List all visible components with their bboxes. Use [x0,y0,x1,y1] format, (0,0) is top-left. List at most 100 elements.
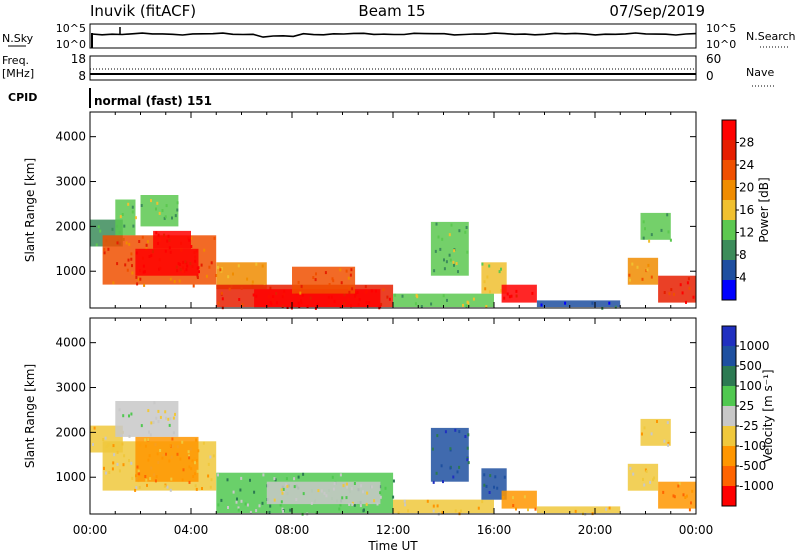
colorbar-segment [722,386,736,407]
colorbar-segment [722,200,736,221]
colorbar-segment [722,366,736,387]
time-axis-ticks: 00:00 04:00 08:00 12:00 16:00 20:00 00:00 [73,112,714,537]
noise-tick-left-top: 10^5 [56,22,86,35]
velocity-region-13 [658,481,696,512]
power-ylabel: Slant Range [km] [23,158,37,262]
ytick-label: 4000 [55,130,86,144]
power-y-ticks: 1000 2000 3000 4000 [55,130,696,278]
power-region-9 [292,266,356,295]
ytick-label: 3000 [55,175,86,189]
nave-tick-top: 60 [706,52,721,66]
colorbar-segment [722,180,736,201]
xtick-label: 08:00 [275,523,310,537]
power-colorbar: 4 8 12 16 20 24 28 [721,119,754,301]
power-region-5 [153,230,193,250]
power-region-10 [393,293,494,308]
power-region-1 [115,199,137,236]
noise-tick-right-top: 10^5 [706,22,736,35]
colorbar-segment [722,486,736,507]
nsky-label: N.Sky [2,32,34,45]
noise-panel-frame [89,23,697,49]
freq-tick-top: 18 [71,52,86,66]
colorbar-segment [722,220,736,241]
colorbar-segment [722,326,736,347]
velocity-region-3 [135,436,199,484]
power-region-13 [501,284,537,303]
power-colorbar-label: Power [dB] [757,177,771,242]
nsearch-label: N.Search [746,30,796,43]
date-title: 07/Sep/2019 [609,2,705,20]
ytick-label: 2000 [55,425,86,439]
noise-tick-right-bottom: 10^0 [706,38,736,51]
velocity-region-7 [430,427,470,484]
nave-label: Nave [746,66,774,79]
colorbar-tick-label: 20 [739,181,754,195]
colorbar-segment [722,240,736,261]
colorbar-segment [722,120,736,141]
velocity-region-9 [501,490,537,512]
colorbar-tick-label: -500 [739,459,766,473]
colorbar-segment [722,140,736,161]
velocity-heatmap: 1000 2000 3000 4000 Slant Range [km] [23,317,697,516]
cpid-value: normal (fast) 151 [94,94,212,108]
velocity-ylabel: Slant Range [km] [23,364,37,468]
colorbar-frame [721,325,737,507]
velocity-y-ticks: 1000 2000 3000 4000 [55,336,696,484]
colorbar-tick-label: 12 [739,226,754,240]
xtick-label: 04:00 [174,523,209,537]
ytick-label: 4000 [55,336,86,350]
freq-panel-frame [89,55,697,81]
colorbar-tick-label: 28 [739,136,754,150]
power-region-16 [640,212,672,243]
xtick-label: 00:00 [679,523,714,537]
power-region-15 [627,257,659,285]
nsky-trace [91,32,697,38]
colorbar-segment [722,426,736,447]
xtick-label: 20:00 [578,523,613,537]
colorbar-segment [722,160,736,181]
colorbar-segment [722,280,736,301]
power-echo-regions [90,195,696,310]
velocity-colorbar-label: Velocity [m s⁻¹] [761,369,775,462]
colorbar-tick-label: 25 [739,399,754,413]
velocity-region-5 [266,481,382,507]
cpid-label: CPID [8,91,37,104]
colorbar-tick-label: 24 [739,158,754,172]
ytick-label: 1000 [55,264,86,278]
velocity-colorbar: -1000 -500 -100 -25 25 100 500 1000 [721,325,774,507]
colorbar-tick-label: -25 [739,419,759,433]
freq-label-line1: Freq. [2,54,29,67]
colorbar-segment [722,466,736,487]
xtick-label: 16:00 [477,523,512,537]
velocity-echo-regions [90,401,696,516]
velocity-region-11 [627,463,659,491]
colorbar-tick-label: 8 [739,248,747,262]
colorbar-segment [722,346,736,367]
colorbar-segment [722,406,736,427]
colorbar-tick-label: 100 [739,379,762,393]
colorbar-tick-label: 16 [739,203,754,217]
colorbar-segment [722,260,736,281]
ytick-label: 1000 [55,470,86,484]
time-axis-label: Time UT [367,539,418,553]
colorbar-tick-label: -100 [739,439,766,453]
colorbar-tick-label: 1000 [739,339,770,353]
freq-label-line2: [MHz] [2,67,34,80]
ytick-label: 2000 [55,219,86,233]
velocity-region-12 [640,418,671,447]
nave-tick-bottom: 0 [706,69,714,83]
beam-title: Beam 15 [358,2,425,20]
velocity-region-6 [393,499,494,516]
power-region-17 [658,275,696,304]
ytick-label: 3000 [55,381,86,395]
power-region-2 [140,195,179,227]
noise-tick-left-bottom: 10^0 [56,38,86,51]
xtick-label: 00:00 [73,523,108,537]
colorbar-segment [722,446,736,467]
station-title: Inuvik (fitACF) [90,2,196,20]
power-heatmap: 1000 2000 3000 4000 Slant Range [km] [23,111,697,310]
xtick-label: 12:00 [376,523,411,537]
power-region-11 [430,221,469,276]
power-region-4 [135,248,200,276]
